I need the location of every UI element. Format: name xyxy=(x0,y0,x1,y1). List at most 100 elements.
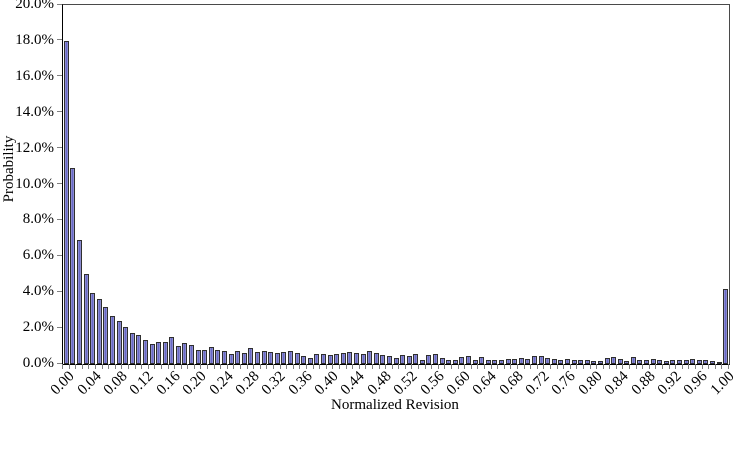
plot-area xyxy=(62,4,730,365)
histogram-bar xyxy=(617,359,623,364)
y-tick-mark xyxy=(57,326,62,328)
histogram-bar xyxy=(353,353,359,364)
x-tick-mark xyxy=(200,364,202,369)
x-tick-mark xyxy=(477,364,479,369)
x-tick-mark xyxy=(134,364,136,369)
y-tick-label: 10.0% xyxy=(15,175,54,192)
histogram-bar xyxy=(485,360,491,364)
x-tick-mark xyxy=(635,364,637,369)
histogram-bar xyxy=(538,356,544,364)
histogram-bar xyxy=(479,357,485,364)
histogram-bar xyxy=(215,350,221,364)
x-tick-mark xyxy=(484,364,486,369)
x-axis-title: Normalized Revision xyxy=(331,397,459,413)
x-tick-mark xyxy=(371,364,373,369)
histogram-bar xyxy=(301,356,307,364)
x-tick-mark xyxy=(299,364,301,369)
histogram-bar xyxy=(419,360,425,364)
x-tick-mark xyxy=(187,364,189,369)
x-tick-mark xyxy=(569,364,571,369)
histogram-bar xyxy=(584,360,590,364)
x-tick-mark xyxy=(312,364,314,369)
x-tick-mark xyxy=(615,364,617,369)
histogram-bar xyxy=(96,299,102,364)
x-tick-mark xyxy=(523,364,525,369)
histogram-bar xyxy=(136,335,142,364)
histogram-bar xyxy=(287,351,293,364)
histogram-bar xyxy=(76,240,82,364)
histogram-bar xyxy=(294,353,300,364)
y-tick-label: 16.0% xyxy=(15,67,54,84)
x-tick-mark xyxy=(332,364,334,369)
histogram-bar xyxy=(268,352,274,364)
histogram-bar xyxy=(340,353,346,364)
x-tick-mark xyxy=(444,364,446,369)
histogram-bar xyxy=(149,344,155,364)
y-tick-mark xyxy=(57,39,62,41)
x-tick-mark xyxy=(530,364,532,369)
x-tick-mark xyxy=(279,364,281,369)
x-tick-mark xyxy=(695,364,697,369)
histogram-bar xyxy=(261,351,267,364)
histogram-bar xyxy=(677,360,683,364)
histogram-bar xyxy=(650,359,656,364)
x-tick-mark xyxy=(648,364,650,369)
histogram-bar xyxy=(129,333,135,364)
x-tick-mark xyxy=(127,364,129,369)
histogram-bar xyxy=(70,168,76,364)
histogram-bar xyxy=(386,356,392,364)
histogram-bar xyxy=(314,354,320,364)
x-tick-mark xyxy=(259,364,261,369)
x-tick-mark xyxy=(622,364,624,369)
histogram-bar xyxy=(531,356,537,364)
x-tick-mark xyxy=(714,364,716,369)
histogram-bar xyxy=(320,354,326,364)
x-tick-mark xyxy=(266,364,268,369)
histogram-bar xyxy=(90,293,96,364)
x-tick-mark xyxy=(62,364,63,369)
probability-histogram: Probability 0.0% 2.0% 4.0% 6.0% 8.0% 10.0% 12.… xyxy=(1,0,735,413)
y-tick-label: 6.0% xyxy=(22,247,54,264)
x-tick-mark xyxy=(108,364,110,369)
histogram-bar xyxy=(716,362,722,364)
histogram-bar xyxy=(433,354,439,364)
x-tick-mark xyxy=(582,364,584,369)
y-tick-label: 12.0% xyxy=(15,139,54,156)
histogram-bar xyxy=(597,361,603,364)
x-tick-mark xyxy=(451,364,453,369)
y-tick-label: 4.0% xyxy=(22,283,54,300)
x-tick-mark xyxy=(675,364,677,369)
histogram-bar xyxy=(703,360,709,364)
x-tick-mark xyxy=(503,364,505,369)
x-tick-mark xyxy=(253,364,255,369)
histogram-bar xyxy=(505,359,511,364)
histogram-bar xyxy=(545,358,551,364)
histogram-bar xyxy=(624,361,630,364)
histogram-bar xyxy=(103,307,109,364)
x-tick-mark xyxy=(556,364,558,369)
histogram-bar xyxy=(683,360,689,364)
x-tick-mark xyxy=(536,364,538,369)
x-tick-mark xyxy=(596,364,598,369)
x-tick-mark xyxy=(94,364,96,369)
x-tick-mark xyxy=(246,364,248,369)
histogram-bar xyxy=(334,354,340,364)
x-tick-mark xyxy=(470,364,472,369)
histogram-bar xyxy=(696,360,702,364)
histogram-bar xyxy=(228,354,234,364)
x-tick-mark xyxy=(338,364,340,369)
x-tick-mark xyxy=(629,364,631,369)
histogram-bar xyxy=(459,357,465,364)
x-tick-mark xyxy=(226,364,228,369)
x-tick-mark xyxy=(378,364,380,369)
x-tick-mark xyxy=(167,364,169,369)
histogram-bar xyxy=(406,356,412,364)
y-tick-mark xyxy=(57,147,62,149)
histogram-bar xyxy=(644,360,650,364)
x-tick-mark xyxy=(114,364,116,369)
x-tick-mark xyxy=(404,364,406,369)
x-tick-mark xyxy=(273,364,274,369)
histogram-bar xyxy=(189,345,195,364)
y-tick-label: 14.0% xyxy=(15,103,54,120)
histogram-bar xyxy=(255,352,261,364)
